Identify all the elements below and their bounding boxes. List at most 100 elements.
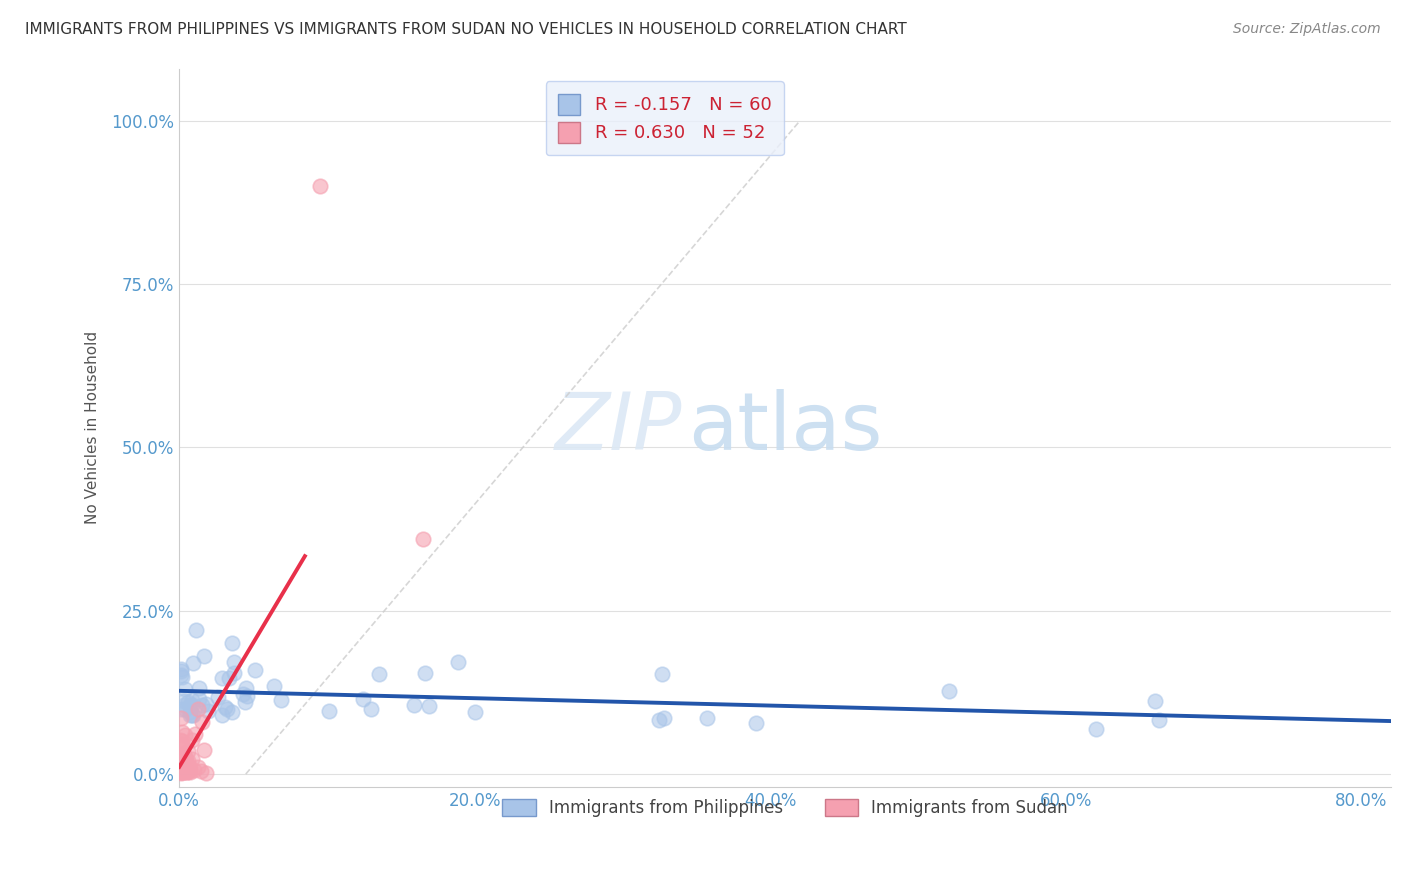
Point	[181, 708, 204, 723]
Point	[179, 707, 201, 722]
Point	[183, 763, 205, 777]
Point	[187, 702, 209, 716]
Point	[173, 698, 195, 713]
Point	[263, 679, 285, 693]
Point	[169, 733, 191, 747]
Point	[652, 711, 675, 725]
Point	[745, 715, 768, 730]
Point	[464, 706, 486, 720]
Point	[222, 656, 245, 670]
Point	[170, 711, 193, 725]
Point	[172, 747, 194, 761]
Point	[1085, 722, 1108, 736]
Text: IMMIGRANTS FROM PHILIPPINES VS IMMIGRANTS FROM SUDAN NO VEHICLES IN HOUSEHOLD CO: IMMIGRANTS FROM PHILIPPINES VS IMMIGRANT…	[25, 22, 907, 37]
Point	[173, 694, 195, 708]
Point	[170, 764, 193, 778]
Point	[169, 754, 191, 768]
Point	[176, 763, 198, 777]
Point	[180, 708, 202, 723]
Point	[173, 748, 195, 763]
Point	[413, 665, 436, 680]
Text: atlas: atlas	[688, 389, 883, 467]
Point	[170, 764, 193, 779]
Point	[218, 671, 240, 685]
Point	[243, 664, 266, 678]
Point	[172, 764, 194, 778]
Point	[224, 666, 246, 681]
Point	[190, 764, 212, 778]
Point	[648, 714, 671, 728]
Point	[696, 711, 718, 725]
Point	[170, 663, 193, 677]
Point	[233, 696, 256, 710]
Point	[1147, 713, 1170, 727]
Point	[173, 764, 195, 779]
Point	[170, 701, 193, 715]
Point	[211, 671, 233, 685]
Point	[174, 754, 197, 768]
Legend: Immigrants from Philippines, Immigrants from Sudan: Immigrants from Philippines, Immigrants …	[494, 790, 1077, 826]
Point	[447, 655, 470, 669]
Point	[170, 664, 193, 678]
Point	[308, 179, 330, 194]
Point	[180, 693, 202, 707]
Point	[214, 700, 236, 714]
Point	[187, 760, 209, 774]
Point	[169, 760, 191, 774]
Point	[360, 701, 382, 715]
Point	[170, 765, 193, 780]
Point	[170, 668, 193, 682]
Point	[207, 690, 229, 704]
Point	[179, 762, 201, 776]
Point	[170, 670, 193, 684]
Point	[183, 727, 205, 741]
Point	[221, 705, 243, 719]
Point	[181, 698, 204, 712]
Point	[177, 763, 200, 777]
Point	[173, 747, 195, 762]
Point	[179, 763, 201, 777]
Point	[402, 698, 425, 712]
Point	[235, 681, 257, 696]
Point	[215, 702, 238, 716]
Point	[179, 705, 201, 719]
Point	[170, 756, 193, 770]
Point	[367, 667, 389, 681]
Point	[172, 737, 194, 751]
Point	[181, 752, 204, 766]
Point	[187, 681, 209, 696]
Point	[270, 693, 292, 707]
Text: ZIP: ZIP	[555, 389, 682, 467]
Point	[221, 636, 243, 650]
Point	[318, 704, 340, 718]
Point	[197, 704, 219, 718]
Point	[172, 734, 194, 748]
Point	[177, 695, 200, 709]
Point	[236, 689, 259, 703]
Point	[191, 698, 214, 712]
Point	[170, 724, 193, 739]
Point	[176, 765, 198, 780]
Point	[231, 688, 253, 702]
Point	[418, 698, 440, 713]
Point	[1143, 694, 1166, 708]
Y-axis label: No Vehicles in Household: No Vehicles in Household	[86, 331, 100, 524]
Text: Source: ZipAtlas.com: Source: ZipAtlas.com	[1233, 22, 1381, 37]
Point	[179, 764, 201, 779]
Point	[352, 692, 374, 706]
Point	[169, 764, 191, 779]
Point	[169, 758, 191, 772]
Point	[169, 756, 191, 770]
Point	[169, 757, 191, 772]
Point	[184, 624, 207, 638]
Point	[172, 753, 194, 767]
Point	[180, 733, 202, 747]
Point	[193, 648, 215, 663]
Point	[177, 757, 200, 772]
Point	[177, 744, 200, 758]
Point	[651, 666, 673, 681]
Point	[173, 754, 195, 768]
Point	[938, 684, 960, 698]
Point	[194, 766, 217, 780]
Point	[183, 656, 205, 670]
